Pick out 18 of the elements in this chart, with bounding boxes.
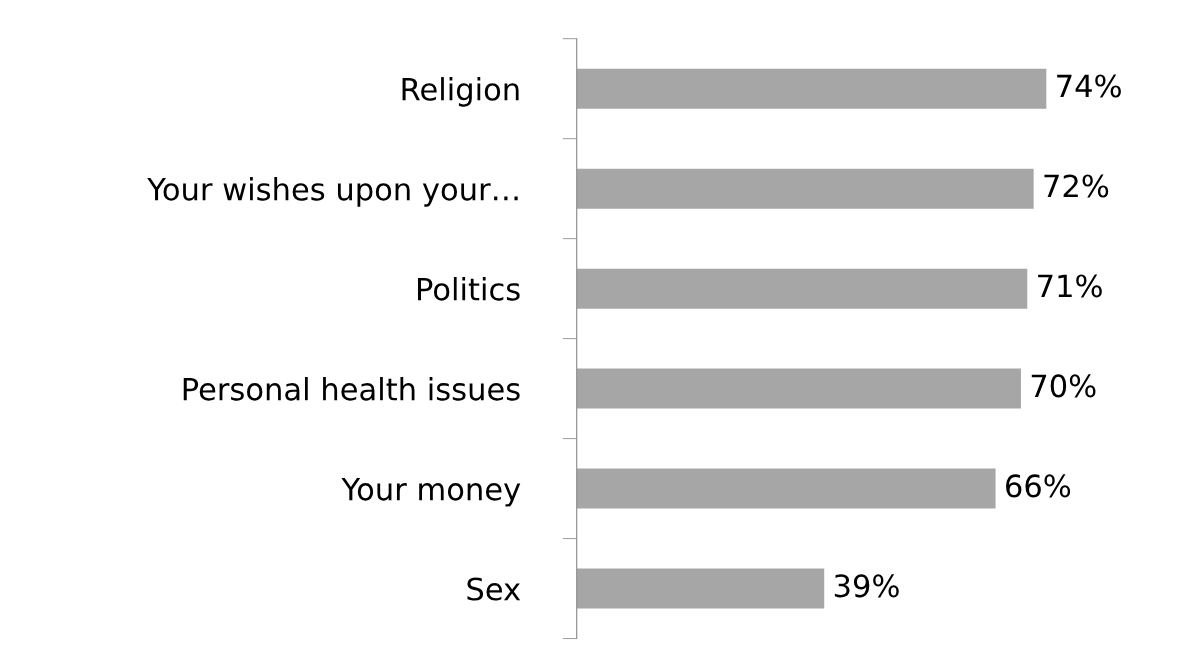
y-tick-label: Religion <box>402 77 519 107</box>
y-tick-label: Sex <box>467 577 521 601</box>
bar <box>576 468 996 509</box>
bar <box>576 368 1021 409</box>
data-label: 74% <box>1057 74 1121 98</box>
y-tick-label: Politics <box>417 277 520 301</box>
data-label: 71% <box>1038 274 1102 298</box>
y-tick-label: Personal health issues <box>183 377 520 401</box>
bar <box>576 68 1047 109</box>
bar <box>576 268 1028 309</box>
data-label: 72% <box>1044 174 1109 198</box>
data-label: 39% <box>834 574 899 598</box>
y-tick-label: Your wishes upon your… <box>147 177 518 207</box>
bar <box>576 168 1034 209</box>
y-tick-label: Your money <box>341 477 521 507</box>
bar <box>576 568 825 609</box>
data-label: 70% <box>1031 374 1096 398</box>
data-label: 66% <box>1006 474 1071 498</box>
